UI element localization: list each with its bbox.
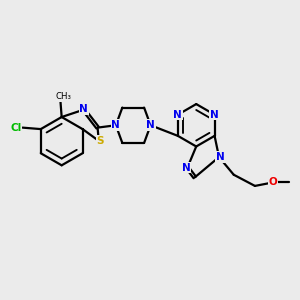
- Text: N: N: [146, 120, 155, 130]
- Text: Cl: Cl: [11, 123, 22, 133]
- Text: N: N: [173, 110, 182, 120]
- Text: CH₃: CH₃: [56, 92, 72, 101]
- Text: N: N: [182, 163, 190, 173]
- Text: N: N: [112, 120, 120, 130]
- Text: N: N: [216, 152, 225, 162]
- Text: N: N: [210, 110, 219, 120]
- Text: N: N: [80, 104, 88, 114]
- Text: O: O: [269, 177, 278, 188]
- Text: S: S: [97, 136, 104, 146]
